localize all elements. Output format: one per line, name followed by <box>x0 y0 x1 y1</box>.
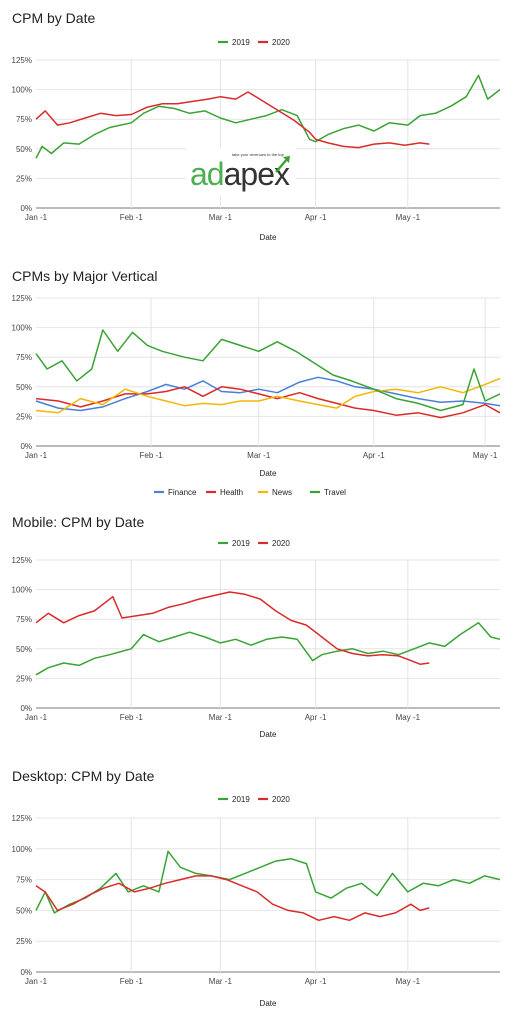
x-tick-label: Apr -1 <box>305 713 327 722</box>
x-tick-label: Mar -1 <box>209 713 233 722</box>
x-tick-label: Apr -1 <box>305 213 327 222</box>
x-axis-label: Date <box>260 233 277 242</box>
chart-svg-4: 0% 25% 50% 75% 100% 125% Jan -1 Feb -1 Mar -1 Apr… <box>12 795 501 1008</box>
chart-title: Mobile: CPM by Date <box>12 514 145 530</box>
y-tick-label: 125% <box>12 56 32 65</box>
series-line-2020 <box>35 591 430 665</box>
chart-title: CPMs by Major Vertical <box>12 268 158 284</box>
legend-label: 2019 <box>232 795 250 804</box>
x-tick-label: Mar -1 <box>209 977 233 986</box>
y-tick-label: 25% <box>16 937 32 946</box>
x-tick-label: Feb -1 <box>140 451 164 460</box>
x-tick-label: Mar -1 <box>209 213 233 222</box>
legend-label: 2020 <box>272 539 290 548</box>
x-tick-label: Apr -1 <box>363 451 385 460</box>
y-tick-label: 0% <box>20 704 32 713</box>
chart-block-3: Mobile: CPM by Date 0% 25% 50% 75% 100% 125% J… <box>0 508 511 758</box>
x-tick-label: Jan -1 <box>25 451 48 460</box>
legend-label: Finance <box>168 488 197 497</box>
series-line-2019 <box>35 74 501 159</box>
series-line-2019 <box>35 850 501 914</box>
series-line-health <box>35 386 501 419</box>
y-tick-label: 25% <box>16 412 32 421</box>
y-tick-label: 100% <box>12 845 32 854</box>
chart-title: Desktop: CPM by Date <box>12 768 155 784</box>
x-tick-label: May -1 <box>396 977 421 986</box>
chart-title: CPM by Date <box>12 10 96 26</box>
y-tick-label: 125% <box>12 556 32 565</box>
adapex-logo: take your revenues to the top adapex <box>186 148 296 196</box>
legend-label: 2020 <box>272 795 290 804</box>
x-axis-label: Date <box>260 999 277 1008</box>
series-line-2020 <box>35 91 430 149</box>
legend-label: 2019 <box>232 539 250 548</box>
x-tick-label: Mar -1 <box>247 451 271 460</box>
y-tick-label: 75% <box>16 876 32 885</box>
series-line-2019 <box>35 622 501 676</box>
chart-svg-2: 0% 25% 50% 75% 100% 125% Jan -1 Feb -1 Mar -1 Apr… <box>12 294 501 497</box>
y-tick-label: 100% <box>12 324 32 333</box>
logo-tagline: take your revenues to the top <box>232 152 284 157</box>
x-axis-label: Date <box>260 730 277 739</box>
y-tick-label: 0% <box>20 204 32 213</box>
x-tick-label: Jan -1 <box>25 977 48 986</box>
x-tick-label: May -1 <box>396 713 421 722</box>
y-tick-label: 0% <box>20 968 32 977</box>
y-tick-label: 75% <box>16 615 32 624</box>
logo-word-ad: ad <box>190 156 225 192</box>
x-tick-label: May -1 <box>396 213 421 222</box>
y-tick-label: 100% <box>12 86 32 95</box>
y-tick-label: 50% <box>16 645 32 654</box>
logo-word-apex: apex <box>223 156 290 192</box>
chart-block-4: Desktop: CPM by Date 0% 25% 50% 75% 100% 125%… <box>0 760 511 1024</box>
y-tick-label: 75% <box>16 115 32 124</box>
chart-block-2: CPMs by Major Vertical 0% 25% 50% 75% 100% 12… <box>0 258 511 508</box>
y-tick-label: 50% <box>16 145 32 154</box>
legend-label: Health <box>220 488 243 497</box>
series-line-travel <box>35 329 501 412</box>
y-tick-label: 50% <box>16 383 32 392</box>
y-tick-label: 125% <box>12 814 32 823</box>
y-tick-label: 125% <box>12 294 32 303</box>
x-tick-label: Feb -1 <box>120 213 144 222</box>
x-tick-label: Feb -1 <box>120 713 144 722</box>
x-tick-label: May -1 <box>473 451 498 460</box>
chart-svg-3: 0% 25% 50% 75% 100% 125% Jan -1 Feb -1 Mar -1 Apr… <box>12 539 501 739</box>
legend-label: 2019 <box>232 38 250 47</box>
arrow-up-icon <box>275 156 290 173</box>
y-tick-label: 50% <box>16 906 32 915</box>
x-tick-label: Jan -1 <box>25 213 48 222</box>
legend-label: Travel <box>324 488 346 497</box>
logo-wordmark: adapex <box>190 156 290 192</box>
y-tick-label: 25% <box>16 674 32 683</box>
legend-label: 2020 <box>272 38 290 47</box>
chart-block-1: CPM by Date 0% 25% 50% 75% 100% 125% Jan -1 Feb… <box>0 0 511 250</box>
x-tick-label: Jan -1 <box>25 713 48 722</box>
y-tick-label: 25% <box>16 174 32 183</box>
y-tick-label: 0% <box>20 442 32 451</box>
series-line-news <box>35 377 501 414</box>
y-tick-label: 75% <box>16 353 32 362</box>
series-line-finance <box>35 376 501 412</box>
chart-svg-1: 0% 25% 50% 75% 100% 125% Jan -1 Feb -1 Mar -1 Apr… <box>12 38 501 242</box>
y-tick-label: 100% <box>12 586 32 595</box>
series-line-2020 <box>35 875 430 922</box>
x-tick-label: Apr -1 <box>305 977 327 986</box>
x-tick-label: Feb -1 <box>120 977 144 986</box>
legend-label: News <box>272 488 292 497</box>
x-axis-label: Date <box>260 469 277 478</box>
